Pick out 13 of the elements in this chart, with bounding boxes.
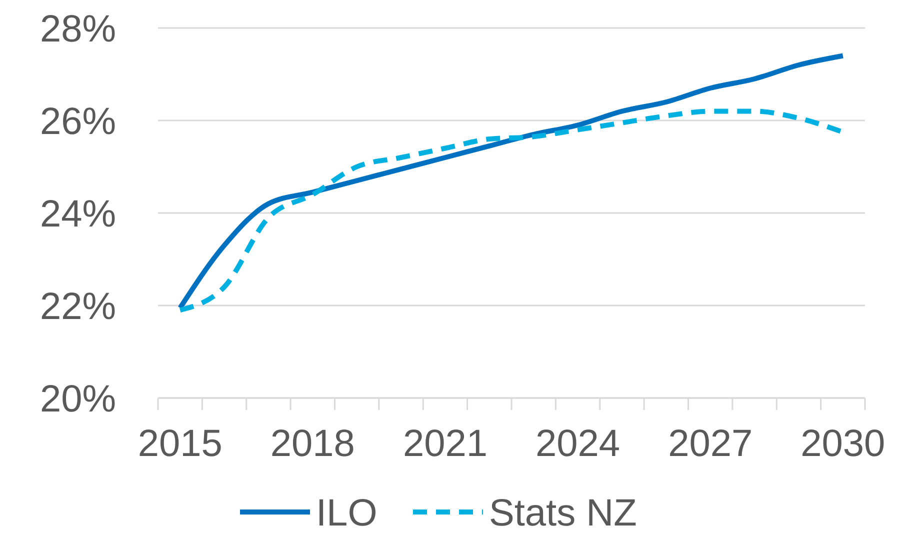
- y-tick-label: 20%: [40, 378, 116, 420]
- x-tick-label: 2015: [138, 423, 222, 465]
- y-tick-label: 26%: [40, 100, 116, 143]
- x-tick-label: 2021: [402, 423, 488, 465]
- x-tick-label: 2018: [270, 423, 355, 465]
- x-tick-label: 2024: [536, 423, 620, 465]
- y-tick-label: 22%: [40, 286, 116, 328]
- legend-label: Stats NZ: [489, 492, 637, 534]
- y-tick-label: 28%: [40, 8, 116, 50]
- legend-label: ILO: [316, 492, 378, 534]
- y-tick-label: 24%: [40, 193, 116, 236]
- x-tick-label: 2030: [800, 423, 886, 465]
- x-tick-label: 2027: [668, 423, 753, 465]
